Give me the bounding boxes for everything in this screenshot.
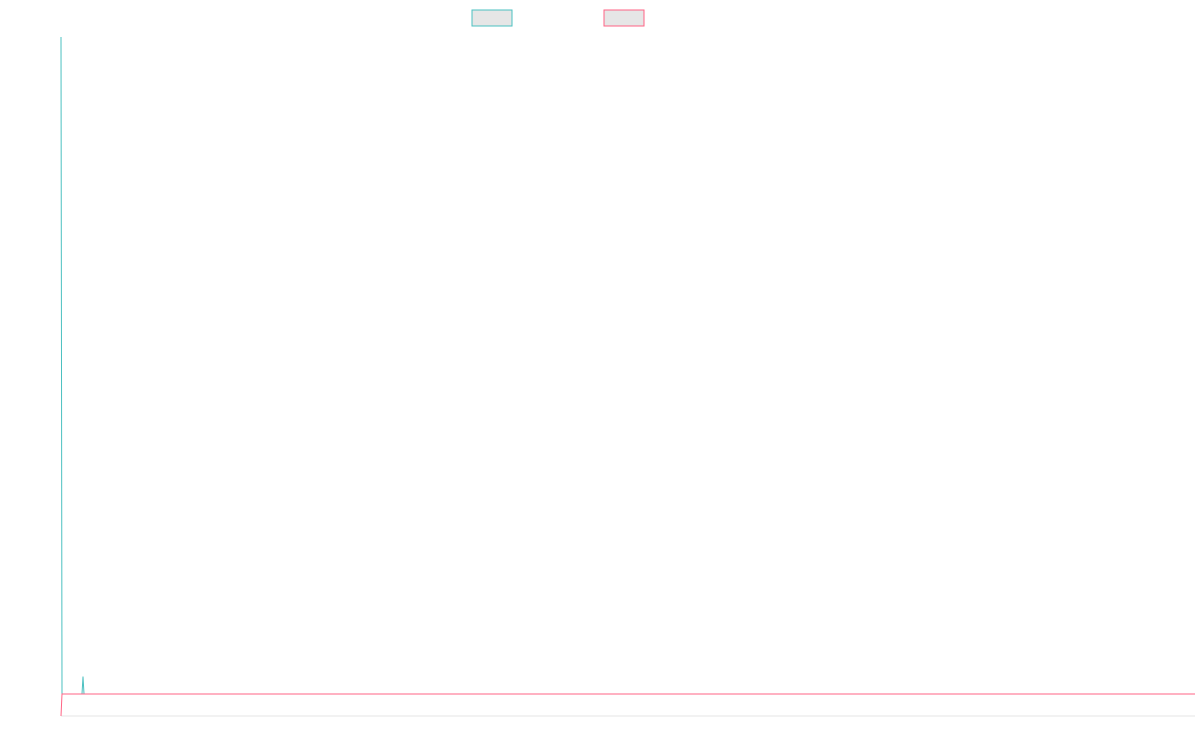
series-line-2 <box>60 693 1195 717</box>
legend-swatch-2[interactable] <box>603 9 645 27</box>
legend <box>471 9 645 27</box>
series-line-1 <box>60 36 1195 695</box>
series <box>60 36 1195 717</box>
legend-swatch-1[interactable] <box>471 9 513 27</box>
